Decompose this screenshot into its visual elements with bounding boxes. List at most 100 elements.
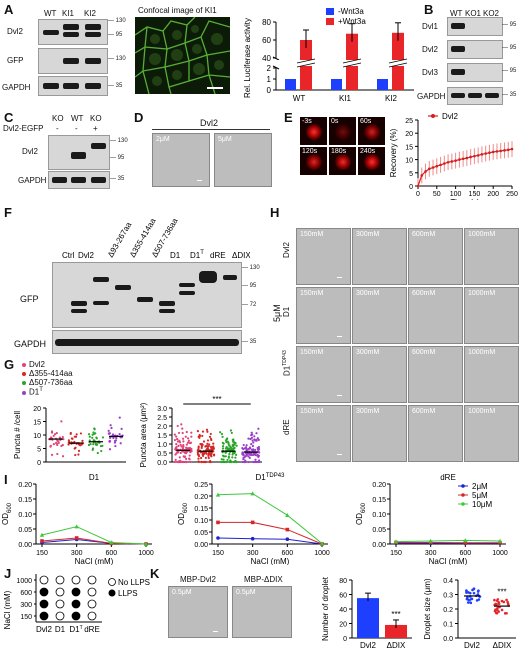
data-point xyxy=(74,536,79,540)
y-tick-label: 0.2 xyxy=(443,607,453,614)
legend-label: +Wnt3a xyxy=(338,17,366,26)
data-point xyxy=(185,457,188,460)
legend-entry: Δ355-414aa xyxy=(22,369,73,378)
lane-label: Dvl2 xyxy=(78,251,95,260)
data-point xyxy=(50,431,54,434)
frap-time-label: 0s xyxy=(331,118,339,125)
frap-time-label: 60s xyxy=(360,118,372,125)
data-point xyxy=(257,448,261,451)
data-point xyxy=(114,444,117,448)
data-point xyxy=(173,438,177,442)
row-label-text: D1 xyxy=(282,365,292,376)
bar xyxy=(385,624,407,638)
y-tick-label: 0.0 xyxy=(157,460,167,467)
data-point xyxy=(74,435,78,438)
data-point xyxy=(202,452,205,456)
data-point xyxy=(257,450,260,453)
data-point xyxy=(113,441,117,444)
frap-spot xyxy=(335,124,351,140)
frap-time-label: 120s xyxy=(302,148,318,155)
data-point xyxy=(467,591,470,594)
bar-minus-wnt3a xyxy=(331,79,342,90)
y-axis-label: Number of droplet xyxy=(321,576,330,641)
data-point xyxy=(450,160,454,163)
mw-label: 35 xyxy=(502,92,517,98)
salt-label: 600mM xyxy=(412,408,436,415)
bar-minus-wnt3a xyxy=(377,79,388,90)
data-point xyxy=(247,452,250,455)
data-point xyxy=(91,433,94,436)
data-point xyxy=(428,538,433,543)
lane-wt: WT xyxy=(450,9,463,18)
salt-label: 300mM xyxy=(356,408,380,415)
data-point xyxy=(212,447,215,450)
x-tick-label: ΔDIX xyxy=(387,641,406,650)
frap-spot xyxy=(306,154,322,170)
x-tick-label: Dvl2 xyxy=(464,641,481,650)
data-point xyxy=(446,160,450,164)
data-point xyxy=(495,150,499,153)
y-tick-label: 20 xyxy=(33,406,41,413)
data-point xyxy=(493,598,496,602)
data-point xyxy=(469,601,473,605)
data-point xyxy=(227,455,230,458)
droplet-image-mbp-ddix: 0.5μM xyxy=(232,586,292,638)
mw-label: 95 xyxy=(502,45,517,51)
significance-label: *** xyxy=(391,610,400,619)
data-point xyxy=(222,460,226,464)
y-tick-label: 0 xyxy=(343,636,347,643)
legend-label: 10μM xyxy=(472,500,493,509)
confocal-image xyxy=(135,17,230,94)
mw-label: 95 xyxy=(110,155,125,161)
droplet-image: 300mM xyxy=(352,405,407,462)
image-title-mbp-dvl2: MBP-Dvl2 xyxy=(180,575,217,584)
row-label: D1 xyxy=(282,307,291,317)
y-tick-label: 20 xyxy=(405,131,413,138)
data-point xyxy=(234,442,237,445)
data-point xyxy=(95,436,98,439)
data-point xyxy=(120,427,123,430)
data-point xyxy=(205,428,209,431)
lane-ko: KO xyxy=(52,114,64,123)
data-point xyxy=(220,458,223,461)
legend-entry: D1T xyxy=(22,387,43,397)
y-tick-label: 60 xyxy=(262,36,271,45)
data-point xyxy=(469,155,472,159)
x-tick-label: KI1 xyxy=(339,94,352,103)
data-point xyxy=(190,435,193,438)
panel-a-label: A xyxy=(4,2,14,17)
chart-a-luciferase: 0 1 240 60 80 Rel. Luciferase activity WT KI1 KI… xyxy=(243,7,415,103)
data-point xyxy=(468,598,471,602)
no-llps-dot xyxy=(87,611,97,621)
mw-label: 35 xyxy=(108,83,123,89)
data-point xyxy=(226,437,229,440)
data-point xyxy=(101,436,105,439)
x-tick-label: dRE xyxy=(84,625,100,634)
data-point xyxy=(431,166,435,169)
row-label-text: dRE xyxy=(282,419,291,435)
data-point xyxy=(108,439,112,443)
data-point xyxy=(254,439,257,442)
panel-c-label: C xyxy=(4,110,14,125)
data-point xyxy=(173,433,176,436)
lane-wt: WT xyxy=(71,114,84,123)
y-tick-label: 0.20 xyxy=(18,482,32,489)
data-point xyxy=(109,540,114,545)
data-point xyxy=(60,420,63,423)
scale-bar xyxy=(337,454,342,455)
chart-title: D1 xyxy=(89,473,100,482)
y-tick-label: 2.0 xyxy=(157,424,167,431)
data-point xyxy=(233,447,236,450)
data-point xyxy=(197,446,200,449)
data-point xyxy=(207,456,210,460)
data-point xyxy=(465,589,468,592)
y-tick-label: 1.5 xyxy=(157,433,167,440)
data-point xyxy=(60,444,63,448)
charts-k-droplets: 0 20 40 60 80 Number of droplet Dvl2 ΔDIX *** 0.0… xyxy=(321,576,516,650)
data-point xyxy=(241,447,244,450)
data-point xyxy=(495,608,499,612)
x-tick-label: 250 xyxy=(506,191,518,198)
bar-minus-wnt3a xyxy=(285,79,296,90)
x-tick-label: 150 xyxy=(212,550,224,557)
data-point xyxy=(224,451,227,454)
